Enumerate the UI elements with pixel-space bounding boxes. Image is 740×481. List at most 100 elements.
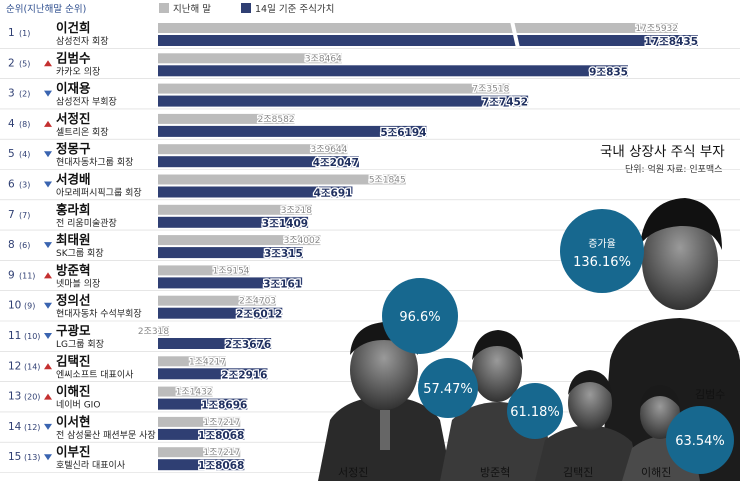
bar-current	[158, 186, 353, 198]
bar-current	[158, 65, 628, 77]
bar-current	[158, 247, 303, 259]
bubble-value: 57.47%	[423, 382, 473, 397]
value-label-prev: 2조318	[138, 327, 169, 337]
bubble-label: 증가율	[588, 238, 616, 250]
legend-swatch-cur	[241, 3, 251, 13]
person-title: 넷마블 의장	[56, 278, 100, 289]
rank-number: 10	[8, 300, 21, 312]
bubble-kim-beomsu: 증가율 136.16%	[560, 209, 644, 293]
value-label-prev: 3조9644	[311, 145, 348, 155]
bar-prev	[158, 144, 348, 155]
bubble-value: 96.6%	[399, 310, 440, 325]
value-label-prev: 5조1845	[369, 176, 406, 186]
prev-rank: (7)	[19, 211, 30, 220]
axis-break-mark	[510, 20, 520, 49]
bar-prev	[158, 356, 226, 367]
value-label-prev: 3조218	[281, 206, 312, 216]
rank-down-icon	[44, 302, 52, 309]
value-label-current: 5조6194	[380, 127, 426, 139]
rank-number: 12	[8, 360, 21, 372]
rank-up-icon	[44, 393, 52, 400]
person-title: SK그룹 회장	[56, 248, 104, 259]
bar-current	[158, 216, 309, 228]
legend-swatch-prev	[159, 3, 169, 13]
value-label-current: 1조8068	[198, 460, 244, 472]
bar-prev	[158, 447, 241, 458]
value-label-prev: 17조5932	[635, 24, 678, 34]
value-label-prev: 3조4002	[284, 236, 321, 246]
value-label-current: 1조8696	[201, 400, 247, 412]
person-name: 서정진	[56, 111, 91, 126]
bubble-value: 136.16%	[573, 255, 631, 270]
bar-prev	[158, 204, 312, 215]
bar-current	[158, 398, 248, 410]
photo-collage	[318, 198, 740, 481]
person-title: 현대자동차 수석부회장	[56, 308, 142, 320]
prev-rank: (4)	[19, 150, 30, 159]
person-name: 방준혁	[56, 262, 91, 277]
bar-prev	[158, 83, 510, 94]
portrait-kim-taekjin	[535, 370, 640, 481]
person-title: 아모레퍼시픽그룹 회장	[56, 188, 142, 199]
rank-number: 13	[8, 391, 21, 403]
photo-name: 방준혁	[480, 466, 510, 479]
value-label-current: 4조691	[314, 188, 353, 200]
prev-rank: (20)	[24, 393, 40, 402]
rank-number: 8	[8, 239, 15, 251]
rank-number: 2	[8, 57, 15, 69]
bar-current	[158, 156, 359, 168]
rank-down-icon	[44, 333, 52, 339]
rank-up-icon	[44, 120, 52, 127]
value-label-prev: 2조8582	[258, 115, 295, 125]
value-label-prev: 2조4703	[239, 297, 276, 307]
person-name: 이해진	[56, 384, 91, 399]
rank-number: 11	[8, 330, 21, 342]
person-title: 엔씨소프트 대표이사	[56, 369, 134, 380]
person-name: 홍라희	[56, 202, 91, 217]
prev-rank: (10)	[24, 332, 40, 341]
portrait-seo-jeongjin	[318, 322, 452, 481]
legend-label-prev: 지난해 말	[173, 3, 211, 15]
bar-current	[158, 368, 268, 380]
rank-number: 4	[8, 118, 15, 130]
person-name: 최태원	[56, 232, 91, 247]
value-label-current: 9조835	[589, 66, 628, 78]
person-name: 구광모	[56, 323, 91, 338]
bar-prev	[158, 23, 678, 33]
person-title: 삼성전자 부회장	[56, 97, 117, 108]
rank-down-icon	[44, 423, 52, 430]
bar-prev	[158, 416, 241, 427]
bubble-value: 63.54%	[675, 434, 725, 449]
info-unit: 단위: 억원 자료: 인포맥스	[625, 163, 722, 175]
bar-prev	[158, 174, 406, 185]
rank-number: 3	[8, 88, 15, 100]
rank-down-icon	[44, 181, 52, 188]
person-name: 이부진	[56, 444, 91, 459]
rank-number: 9	[8, 269, 15, 281]
bar-prev	[158, 386, 213, 397]
rank-up-icon	[44, 363, 52, 370]
bar-current	[158, 35, 698, 46]
person-name: 이서현	[56, 414, 91, 429]
bar-current	[158, 277, 303, 289]
value-label-current: 3조161	[263, 278, 302, 290]
bubble-bang-junhyeok: 57.47%	[418, 358, 478, 418]
person-title: 전 리움미술관장	[56, 218, 117, 229]
prev-rank: (2)	[19, 90, 30, 99]
person-title: 현대자동차그룹 회장	[56, 156, 133, 168]
rank-down-icon	[44, 90, 52, 97]
person-title: 카카오 의장	[56, 66, 100, 77]
bar-current	[158, 95, 529, 107]
person-title: LG그룹 회장	[56, 339, 104, 350]
person-title: 삼성전자 회장	[56, 36, 109, 47]
value-label-prev: 1조4217	[189, 357, 226, 367]
value-label-prev: 1조9154	[213, 266, 250, 276]
value-label-prev: 3조8464	[305, 54, 342, 64]
bar-prev	[158, 113, 295, 124]
prev-rank: (1)	[19, 29, 30, 38]
person-name: 이건희	[56, 20, 91, 35]
bubble-seo-jeongjin: 96.6%	[382, 278, 458, 354]
value-label-prev: 7조3518	[472, 85, 509, 95]
value-label-prev: 1조7217	[203, 418, 240, 428]
